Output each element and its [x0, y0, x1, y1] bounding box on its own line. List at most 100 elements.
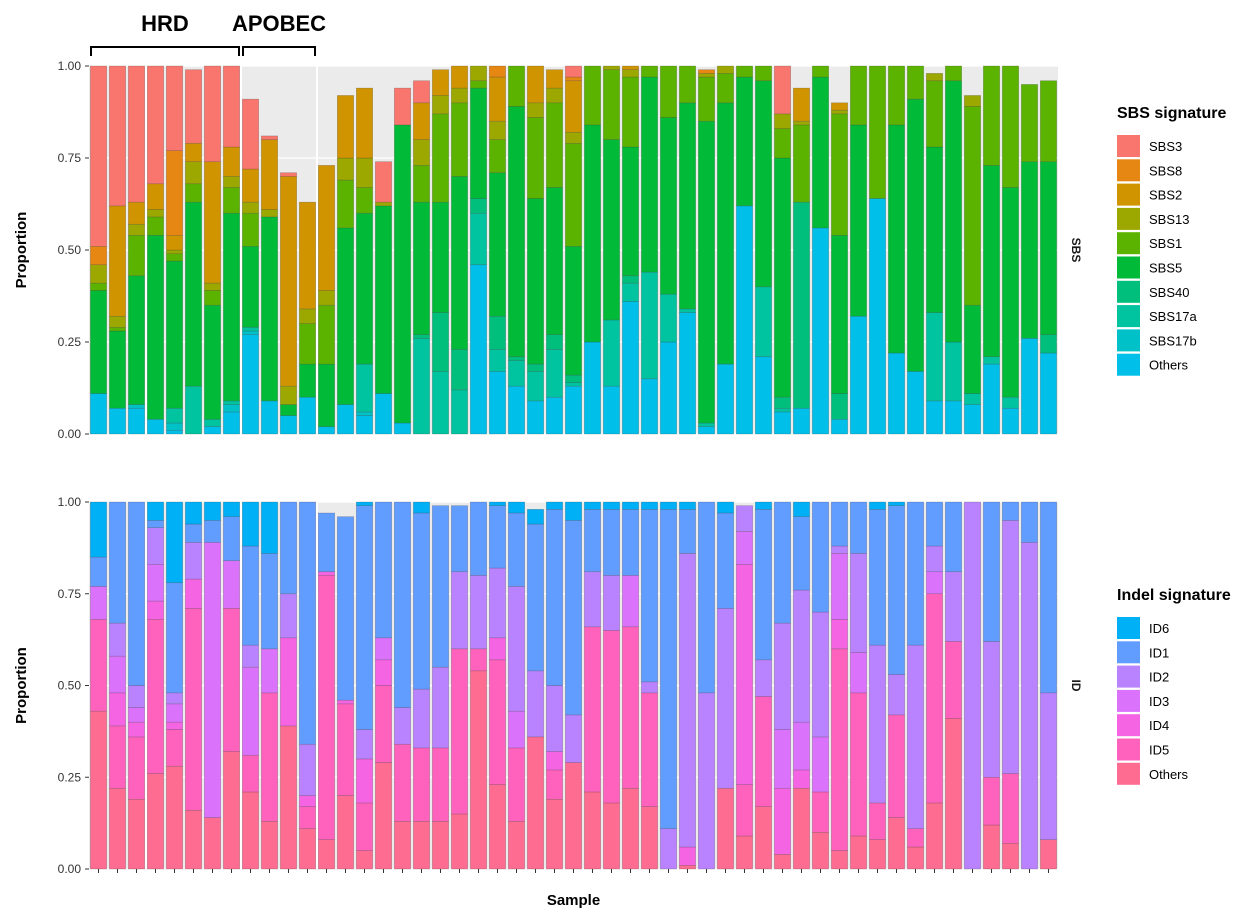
sbs-bar-segment	[774, 157, 791, 398]
sbs-bar-segment	[679, 308, 696, 313]
sbs-bar-segment	[337, 95, 354, 159]
id-bar-segment	[318, 575, 335, 840]
sbs-bar-segment	[394, 87, 411, 126]
sbs-facet-strip-label: SBS	[1069, 238, 1083, 263]
id-bar-segment	[755, 501, 772, 510]
id-bar-segment	[755, 806, 772, 870]
id-bar-segment	[356, 505, 373, 730]
sbs-bar-segment	[470, 264, 487, 435]
sbs-legend-label: SBS5	[1149, 261, 1182, 276]
id-bar-segment	[679, 509, 696, 554]
sbs-bar-segment	[166, 234, 183, 251]
id-bar-segment	[489, 567, 506, 639]
id-bar-segment	[774, 501, 791, 624]
id-bar-segment	[128, 501, 145, 686]
sbs-bar-segment	[508, 106, 525, 358]
id-bar-segment	[375, 637, 392, 661]
sbs-bar-segment	[641, 65, 658, 78]
id-bar-segment	[489, 637, 506, 661]
id-legend-label: ID2	[1149, 670, 1169, 685]
id-bar-segment	[489, 505, 506, 569]
id-bar-segment	[622, 509, 639, 576]
id-bar-segment	[774, 854, 791, 870]
id-bar-segment	[964, 501, 981, 870]
id-bar-segment	[299, 828, 316, 870]
sbs-legend-label: SBS17b	[1149, 333, 1197, 348]
id-y-tick-label: 0.00	[58, 862, 82, 876]
id-bar-segment	[527, 670, 544, 738]
sbs-bar-segment	[831, 102, 848, 111]
id-bar-segment	[375, 762, 392, 870]
id-bar-segment	[584, 509, 601, 573]
sbs-bar-segment	[299, 201, 316, 310]
sbs-bar-segment	[413, 80, 430, 104]
id-bar-segment	[660, 509, 677, 829]
id-bar-segment	[489, 784, 506, 870]
id-bars	[90, 501, 1057, 870]
id-bar-segment	[489, 501, 506, 506]
id-bar-segment	[831, 850, 848, 870]
sbs-bar-segment	[565, 65, 582, 78]
id-bar-segment	[470, 648, 487, 672]
sbs-bar-segment	[527, 65, 544, 104]
id-bar-segment	[204, 817, 221, 870]
sbs-bar-segment	[90, 65, 107, 247]
sbs-legend-items: SBS3 SBS8 SBS2 SBS13 SBS1 SBS5 SBS40 SBS17a SBS1…	[1117, 135, 1197, 376]
sbs-bar-segment	[109, 326, 126, 332]
id-bar-segment	[128, 721, 145, 738]
id-bar-segment	[451, 648, 468, 815]
sbs-bar-segment	[546, 87, 563, 104]
sbs-bar-segment	[736, 205, 753, 435]
id-bar-segment	[603, 509, 620, 576]
id-bar-segment	[242, 754, 259, 793]
id-bar-segment	[508, 747, 525, 822]
sbs-bar-segment	[907, 98, 924, 372]
sbs-bar-segment	[489, 349, 506, 372]
sbs-bar-segment	[983, 363, 1000, 435]
id-bar-segment	[622, 575, 639, 628]
sbs-bar-segment	[774, 65, 791, 115]
id-bar-segment	[280, 593, 297, 639]
id-bar-segment	[413, 512, 430, 690]
sbs-bar-segment	[907, 371, 924, 435]
id-bar-segment	[869, 509, 886, 646]
sbs-bar-segment	[622, 301, 639, 435]
sbs-bar-segment	[356, 411, 373, 416]
id-bar-segment	[831, 648, 848, 851]
sbs-bar-segment	[964, 304, 981, 394]
sbs-legend-swatch	[1117, 353, 1140, 376]
id-legend-swatch	[1117, 689, 1140, 712]
id-bar-segment	[945, 641, 962, 719]
sbs-y-tick-label: 0.00	[58, 427, 82, 441]
id-bar-segment	[223, 608, 240, 752]
id-bar-segment	[812, 791, 829, 833]
sbs-bar-segment	[166, 249, 183, 254]
sbs-y-tick-label: 1.00	[58, 59, 82, 73]
sbs-bar-segment	[793, 87, 810, 122]
id-bar-segment	[356, 501, 373, 506]
sbs-bar-segment	[470, 65, 487, 82]
sbs-bars	[90, 65, 1057, 435]
sbs-bar-segment	[451, 65, 468, 89]
sbs-legend-swatch	[1117, 256, 1140, 279]
id-bar-segment	[869, 839, 886, 870]
id-bar-segment	[337, 516, 354, 701]
id-bar-segment	[242, 791, 259, 870]
sbs-bar-segment	[698, 69, 715, 74]
sbs-bar-segment	[356, 87, 373, 159]
sbs-bar-segment	[128, 223, 145, 236]
id-bar-segment	[736, 564, 753, 785]
sbs-bar-segment	[109, 330, 126, 409]
id-bar-segment	[527, 509, 544, 525]
sbs-bar-segment	[565, 385, 582, 435]
id-bar-segment	[223, 751, 240, 870]
sbs-bar-segment	[546, 396, 563, 435]
sbs-bar-segment	[1040, 334, 1057, 354]
sbs-bar-segment	[565, 76, 582, 82]
sbs-bar-segment	[280, 404, 297, 416]
sbs-bar-segment	[926, 80, 943, 148]
id-bar-segment	[147, 773, 164, 870]
sbs-y-tick-label: 0.50	[58, 243, 82, 257]
sbs-bar-segment	[470, 198, 487, 214]
sbs-bar-segment	[470, 80, 487, 89]
